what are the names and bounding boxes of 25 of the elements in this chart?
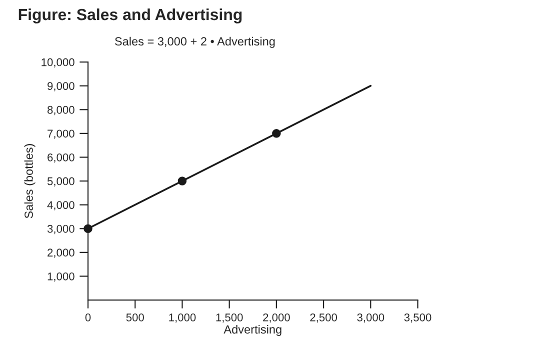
y-tick-label: 3,000 [47, 224, 74, 234]
point [178, 176, 187, 186]
x-tick-label: 2,000 [263, 314, 290, 323]
y-tick-label: 4,000 [47, 201, 74, 210]
x-tick-label: 0 [85, 314, 91, 322]
y-tick-label: 5,000 [47, 177, 74, 186]
chart-subtitle: Sales = 3,000 + 2 • Advertising [114, 36, 275, 48]
y-tick-label: 7,000 [48, 130, 74, 139]
point [272, 129, 281, 138]
chart-title: Figure: Sales and Advertising [18, 8, 242, 24]
point [84, 224, 92, 233]
x-axis-title: Advertising [224, 324, 282, 336]
x-tick-label: 1,500 [216, 314, 243, 323]
x-tick-label: 3,000 [357, 314, 384, 323]
y-tick-label: 2,000 [48, 248, 74, 258]
y-tick-label: 9,000 [48, 82, 74, 92]
y-tick-label: 1,000 [48, 272, 74, 282]
y-tick-label: 8,000 [47, 106, 74, 116]
y-axis-title: Sales (bottles) [24, 144, 36, 218]
x-tick-label: 500 [126, 314, 144, 322]
y-tick-label: 6,000 [48, 153, 74, 163]
y-tick-label: 10,000 [42, 58, 74, 68]
x-tick-label: 2,500 [310, 314, 338, 323]
x-tick-label: 3,500 [404, 314, 432, 323]
x-tick-label: 1,000 [169, 314, 196, 323]
